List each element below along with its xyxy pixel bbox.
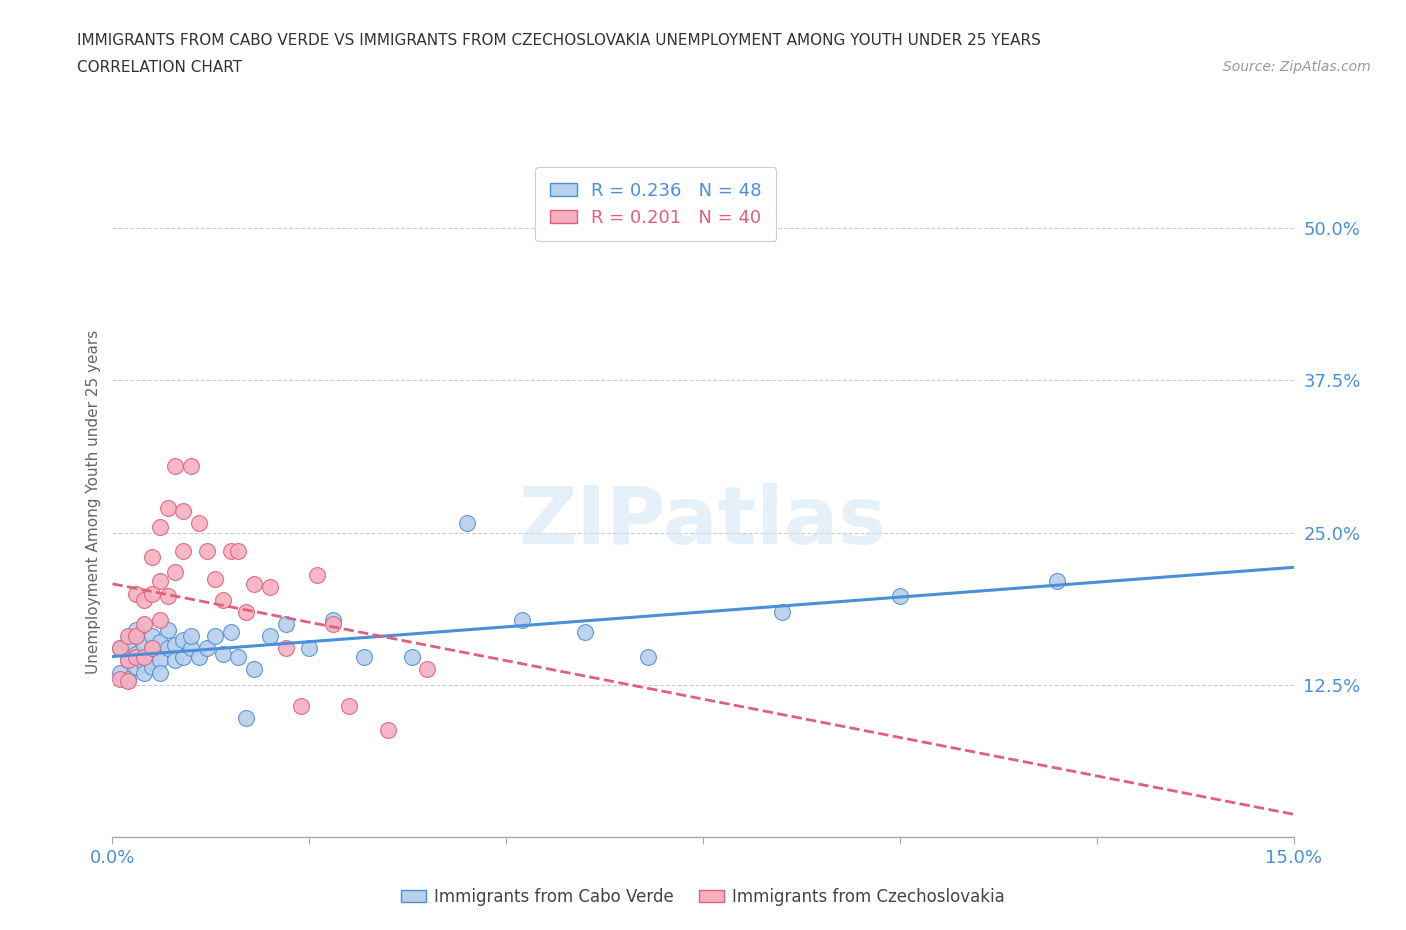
- Point: [125, 649, 148, 664]
- Point: [125, 629, 148, 644]
- Point: [149, 519, 172, 534]
- Point: [574, 625, 596, 640]
- Legend: Immigrants from Cabo Verde, Immigrants from Czechoslovakia: Immigrants from Cabo Verde, Immigrants f…: [394, 881, 1012, 912]
- Point: [117, 629, 139, 644]
- Point: [510, 613, 533, 628]
- Point: [235, 711, 257, 725]
- Point: [228, 649, 250, 664]
- Point: [141, 629, 163, 644]
- Point: [172, 632, 194, 647]
- Point: [141, 659, 163, 674]
- Point: [165, 458, 187, 473]
- Point: [637, 649, 659, 664]
- Point: [141, 647, 163, 662]
- Point: [401, 649, 423, 664]
- Point: [110, 641, 132, 656]
- Point: [117, 653, 139, 668]
- Point: [125, 659, 148, 674]
- Point: [165, 653, 187, 668]
- Point: [156, 501, 179, 516]
- Point: [141, 641, 163, 656]
- Y-axis label: Unemployment Among Youth under 25 years: Unemployment Among Youth under 25 years: [86, 330, 101, 674]
- Point: [156, 589, 179, 604]
- Point: [416, 661, 439, 676]
- Point: [141, 641, 163, 656]
- Point: [307, 568, 329, 583]
- Point: [204, 571, 226, 586]
- Point: [377, 723, 399, 737]
- Point: [125, 647, 148, 662]
- Text: ZIPatlas: ZIPatlas: [519, 484, 887, 562]
- Point: [219, 625, 242, 640]
- Point: [156, 641, 179, 656]
- Point: [141, 586, 163, 601]
- Point: [110, 665, 132, 680]
- Legend: R = 0.236   N = 48, R = 0.201   N = 40: R = 0.236 N = 48, R = 0.201 N = 40: [536, 167, 776, 241]
- Point: [117, 671, 139, 686]
- Point: [322, 613, 344, 628]
- Point: [141, 550, 163, 565]
- Point: [204, 629, 226, 644]
- Point: [298, 641, 321, 656]
- Point: [172, 503, 194, 518]
- Point: [235, 604, 257, 619]
- Point: [180, 458, 202, 473]
- Point: [243, 661, 266, 676]
- Point: [180, 641, 202, 656]
- Point: [353, 649, 375, 664]
- Point: [188, 649, 211, 664]
- Point: [149, 574, 172, 589]
- Point: [456, 515, 478, 530]
- Point: [132, 592, 155, 607]
- Point: [125, 629, 148, 644]
- Point: [180, 629, 202, 644]
- Point: [259, 629, 281, 644]
- Point: [132, 657, 155, 671]
- Point: [149, 635, 172, 650]
- Point: [259, 580, 281, 595]
- Point: [149, 613, 172, 628]
- Point: [889, 589, 911, 604]
- Text: Source: ZipAtlas.com: Source: ZipAtlas.com: [1223, 60, 1371, 74]
- Point: [195, 641, 218, 656]
- Point: [290, 698, 312, 713]
- Point: [110, 671, 132, 686]
- Point: [172, 649, 194, 664]
- Point: [337, 698, 360, 713]
- Point: [274, 617, 297, 631]
- Point: [770, 604, 793, 619]
- Point: [132, 665, 155, 680]
- Point: [195, 543, 218, 558]
- Point: [125, 586, 148, 601]
- Point: [110, 641, 132, 656]
- Point: [1046, 574, 1069, 589]
- Point: [132, 637, 155, 652]
- Point: [149, 665, 172, 680]
- Point: [188, 515, 211, 530]
- Point: [132, 649, 155, 664]
- Point: [219, 543, 242, 558]
- Point: [211, 647, 233, 662]
- Point: [228, 543, 250, 558]
- Point: [243, 577, 266, 591]
- Point: [274, 641, 297, 656]
- Point: [165, 637, 187, 652]
- Point: [125, 622, 148, 637]
- Text: CORRELATION CHART: CORRELATION CHART: [77, 60, 242, 75]
- Point: [156, 622, 179, 637]
- Point: [117, 635, 139, 650]
- Point: [117, 653, 139, 668]
- Point: [149, 653, 172, 668]
- Point: [172, 543, 194, 558]
- Point: [211, 592, 233, 607]
- Point: [165, 565, 187, 579]
- Point: [322, 617, 344, 631]
- Point: [117, 673, 139, 688]
- Point: [132, 617, 155, 631]
- Text: IMMIGRANTS FROM CABO VERDE VS IMMIGRANTS FROM CZECHOSLOVAKIA UNEMPLOYMENT AMONG : IMMIGRANTS FROM CABO VERDE VS IMMIGRANTS…: [77, 33, 1042, 47]
